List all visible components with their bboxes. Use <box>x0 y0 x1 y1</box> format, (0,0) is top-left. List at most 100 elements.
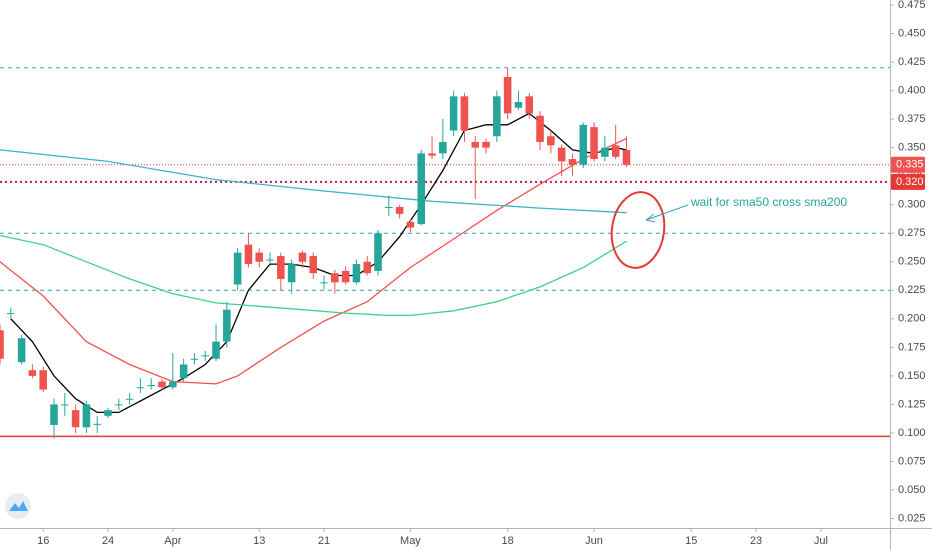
candle-body <box>622 149 631 165</box>
y-tick-label: 0.400 <box>898 85 926 97</box>
candle-body <box>115 404 123 406</box>
candle-body <box>525 96 534 114</box>
candle-body <box>0 330 4 359</box>
candle-body <box>601 147 609 157</box>
candle-body <box>136 387 145 389</box>
candle-body <box>579 124 588 165</box>
candle-body <box>179 364 188 379</box>
candle-body <box>7 313 15 315</box>
candle-body <box>169 381 177 388</box>
candle-body <box>395 207 404 214</box>
candle-body <box>449 96 458 131</box>
candle-body <box>147 385 155 387</box>
candle-body <box>547 136 555 146</box>
candle-body <box>125 398 134 400</box>
x-tick-label: 13 <box>253 535 265 547</box>
candle-body <box>503 76 512 114</box>
candle-body <box>514 102 523 108</box>
y-tick-label: 0.025 <box>898 512 926 524</box>
arrow-head <box>645 213 656 223</box>
candle-body <box>471 141 480 148</box>
candle-body <box>50 404 58 425</box>
y-tick-label: 0.050 <box>898 484 926 496</box>
candle-body <box>331 273 339 283</box>
candle-body <box>536 115 544 142</box>
x-tick-label: Apr <box>164 535 181 547</box>
y-tick-label: 0.350 <box>898 142 926 154</box>
candle-body <box>341 270 350 283</box>
candle-body <box>590 127 598 160</box>
y-tick-label: 0.450 <box>898 27 926 39</box>
candle-body <box>201 355 209 357</box>
y-tick-label: 0.150 <box>898 370 926 382</box>
candle-body <box>39 370 47 390</box>
candle-body <box>298 252 307 262</box>
y-tick-label: 0.200 <box>898 313 926 325</box>
candle-body <box>287 264 296 283</box>
x-tick-label: 24 <box>102 535 114 547</box>
x-tick-label: 16 <box>37 535 49 547</box>
candle-body <box>71 410 80 428</box>
y-tick-label: 0.275 <box>898 227 926 239</box>
candle-body <box>417 153 426 225</box>
candle-body <box>352 264 361 283</box>
price-label-box <box>891 156 925 173</box>
x-tick-label: 15 <box>685 535 697 547</box>
candle-body <box>493 96 501 137</box>
candle-body <box>266 259 274 261</box>
x-tick-label: May <box>400 535 421 547</box>
x-tick-label: 18 <box>502 535 514 547</box>
plot-area <box>0 67 890 439</box>
candle-body <box>190 358 199 360</box>
logo <box>5 493 31 519</box>
y-tick-label: 0.075 <box>898 455 926 467</box>
candle-body <box>439 141 447 154</box>
candle-body <box>568 159 577 165</box>
candle-body <box>93 423 101 425</box>
y-tick-label: 0.475 <box>898 0 926 11</box>
y-tick-label: 0.125 <box>898 398 926 410</box>
y-tick-label: 0.250 <box>898 256 926 268</box>
highlight-circle <box>610 191 666 269</box>
candle-body <box>223 309 231 342</box>
price-label-box <box>891 173 925 190</box>
candle-body <box>320 282 328 284</box>
annotation: wait for sma50 cross sma200 <box>690 195 847 209</box>
candle-body <box>61 404 69 406</box>
annotation-arrow <box>645 204 689 221</box>
x-tick-label: 21 <box>318 535 330 547</box>
candle-body <box>82 404 91 428</box>
candle-body <box>17 338 26 363</box>
candle-body <box>309 256 318 274</box>
candle-body <box>363 261 372 274</box>
y-tick-label: 0.100 <box>898 427 926 439</box>
y-tick-label: 0.300 <box>898 199 926 211</box>
candle-body <box>406 221 415 228</box>
y-tick-label: 0.425 <box>898 56 926 68</box>
candle-body <box>557 147 566 162</box>
candle-body <box>104 410 112 416</box>
moving-average <box>0 149 627 214</box>
candle-body <box>482 141 490 148</box>
candle-body <box>611 145 620 157</box>
candle-body <box>233 252 242 285</box>
price-label: 0.320 <box>896 176 924 188</box>
candle-body <box>212 341 220 359</box>
x-tick-label: Jun <box>585 535 603 547</box>
candle-body <box>244 244 253 265</box>
moving-average <box>0 137 627 385</box>
price-label: 0.335 <box>896 159 924 171</box>
moving-average <box>0 234 627 317</box>
candle-body <box>277 256 285 279</box>
candle-body <box>255 252 264 262</box>
y-tick-label: 0.375 <box>898 113 926 125</box>
moving-average <box>10 112 627 414</box>
y-tick-label: 0.225 <box>898 284 926 296</box>
x-tick-label: 23 <box>750 535 762 547</box>
candle-body <box>28 370 37 376</box>
candle-body <box>374 233 382 271</box>
candle-body <box>158 381 166 388</box>
x-tick-label: Jul <box>814 535 828 547</box>
